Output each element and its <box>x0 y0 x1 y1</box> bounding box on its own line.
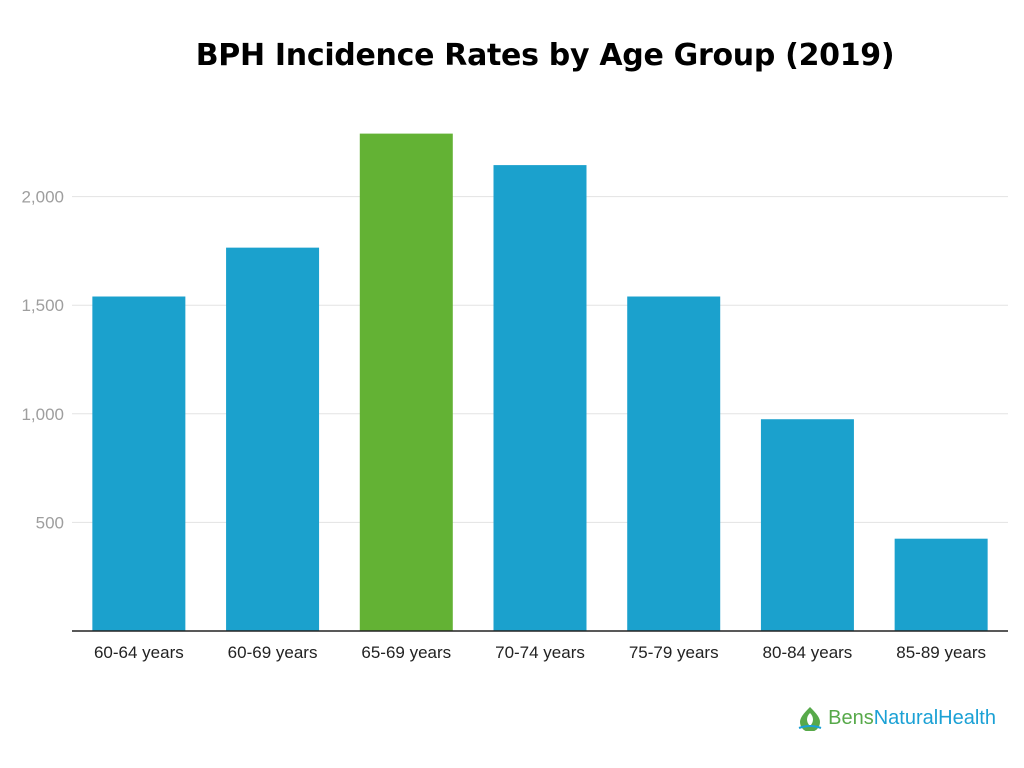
chart-title: BPH Incidence Rates by Age Group (2019) <box>195 38 895 73</box>
leaf-drop-icon <box>798 707 822 731</box>
y-tick-label: 1,500 <box>21 296 64 315</box>
x-tick-label: 75-79 years <box>629 643 719 662</box>
brand-logo-mark: Bens NaturalHealth <box>797 705 996 731</box>
bars <box>92 133 988 631</box>
x-tick-label: 60-64 years <box>94 643 184 662</box>
y-tick-label: 2,000 <box>21 188 64 207</box>
bar <box>760 419 854 631</box>
x-tick-label: 60-69 years <box>228 643 318 662</box>
bar <box>627 296 721 631</box>
x-tick-label: 65-69 years <box>361 643 451 662</box>
brand-name-part1: Bens <box>828 706 874 729</box>
x-axis-tick-labels: 60-64 years 60-69 years 65-69 years 70-74 y… <box>94 643 986 662</box>
y-axis-tick-labels: 500 1,000 1,500 2,000 <box>21 188 64 533</box>
brand-name-part2: NaturalHealth <box>873 706 996 729</box>
x-tick-label: 85-89 years <box>896 643 986 662</box>
bar <box>359 133 453 631</box>
bar <box>894 538 988 631</box>
bar <box>92 296 186 631</box>
bar <box>226 247 320 631</box>
y-tick-label: 500 <box>36 513 64 532</box>
x-tick-label: 70-74 years <box>495 643 585 662</box>
y-tick-label: 1,000 <box>21 405 64 424</box>
x-tick-label: 80-84 years <box>763 643 853 662</box>
bar <box>493 165 587 631</box>
